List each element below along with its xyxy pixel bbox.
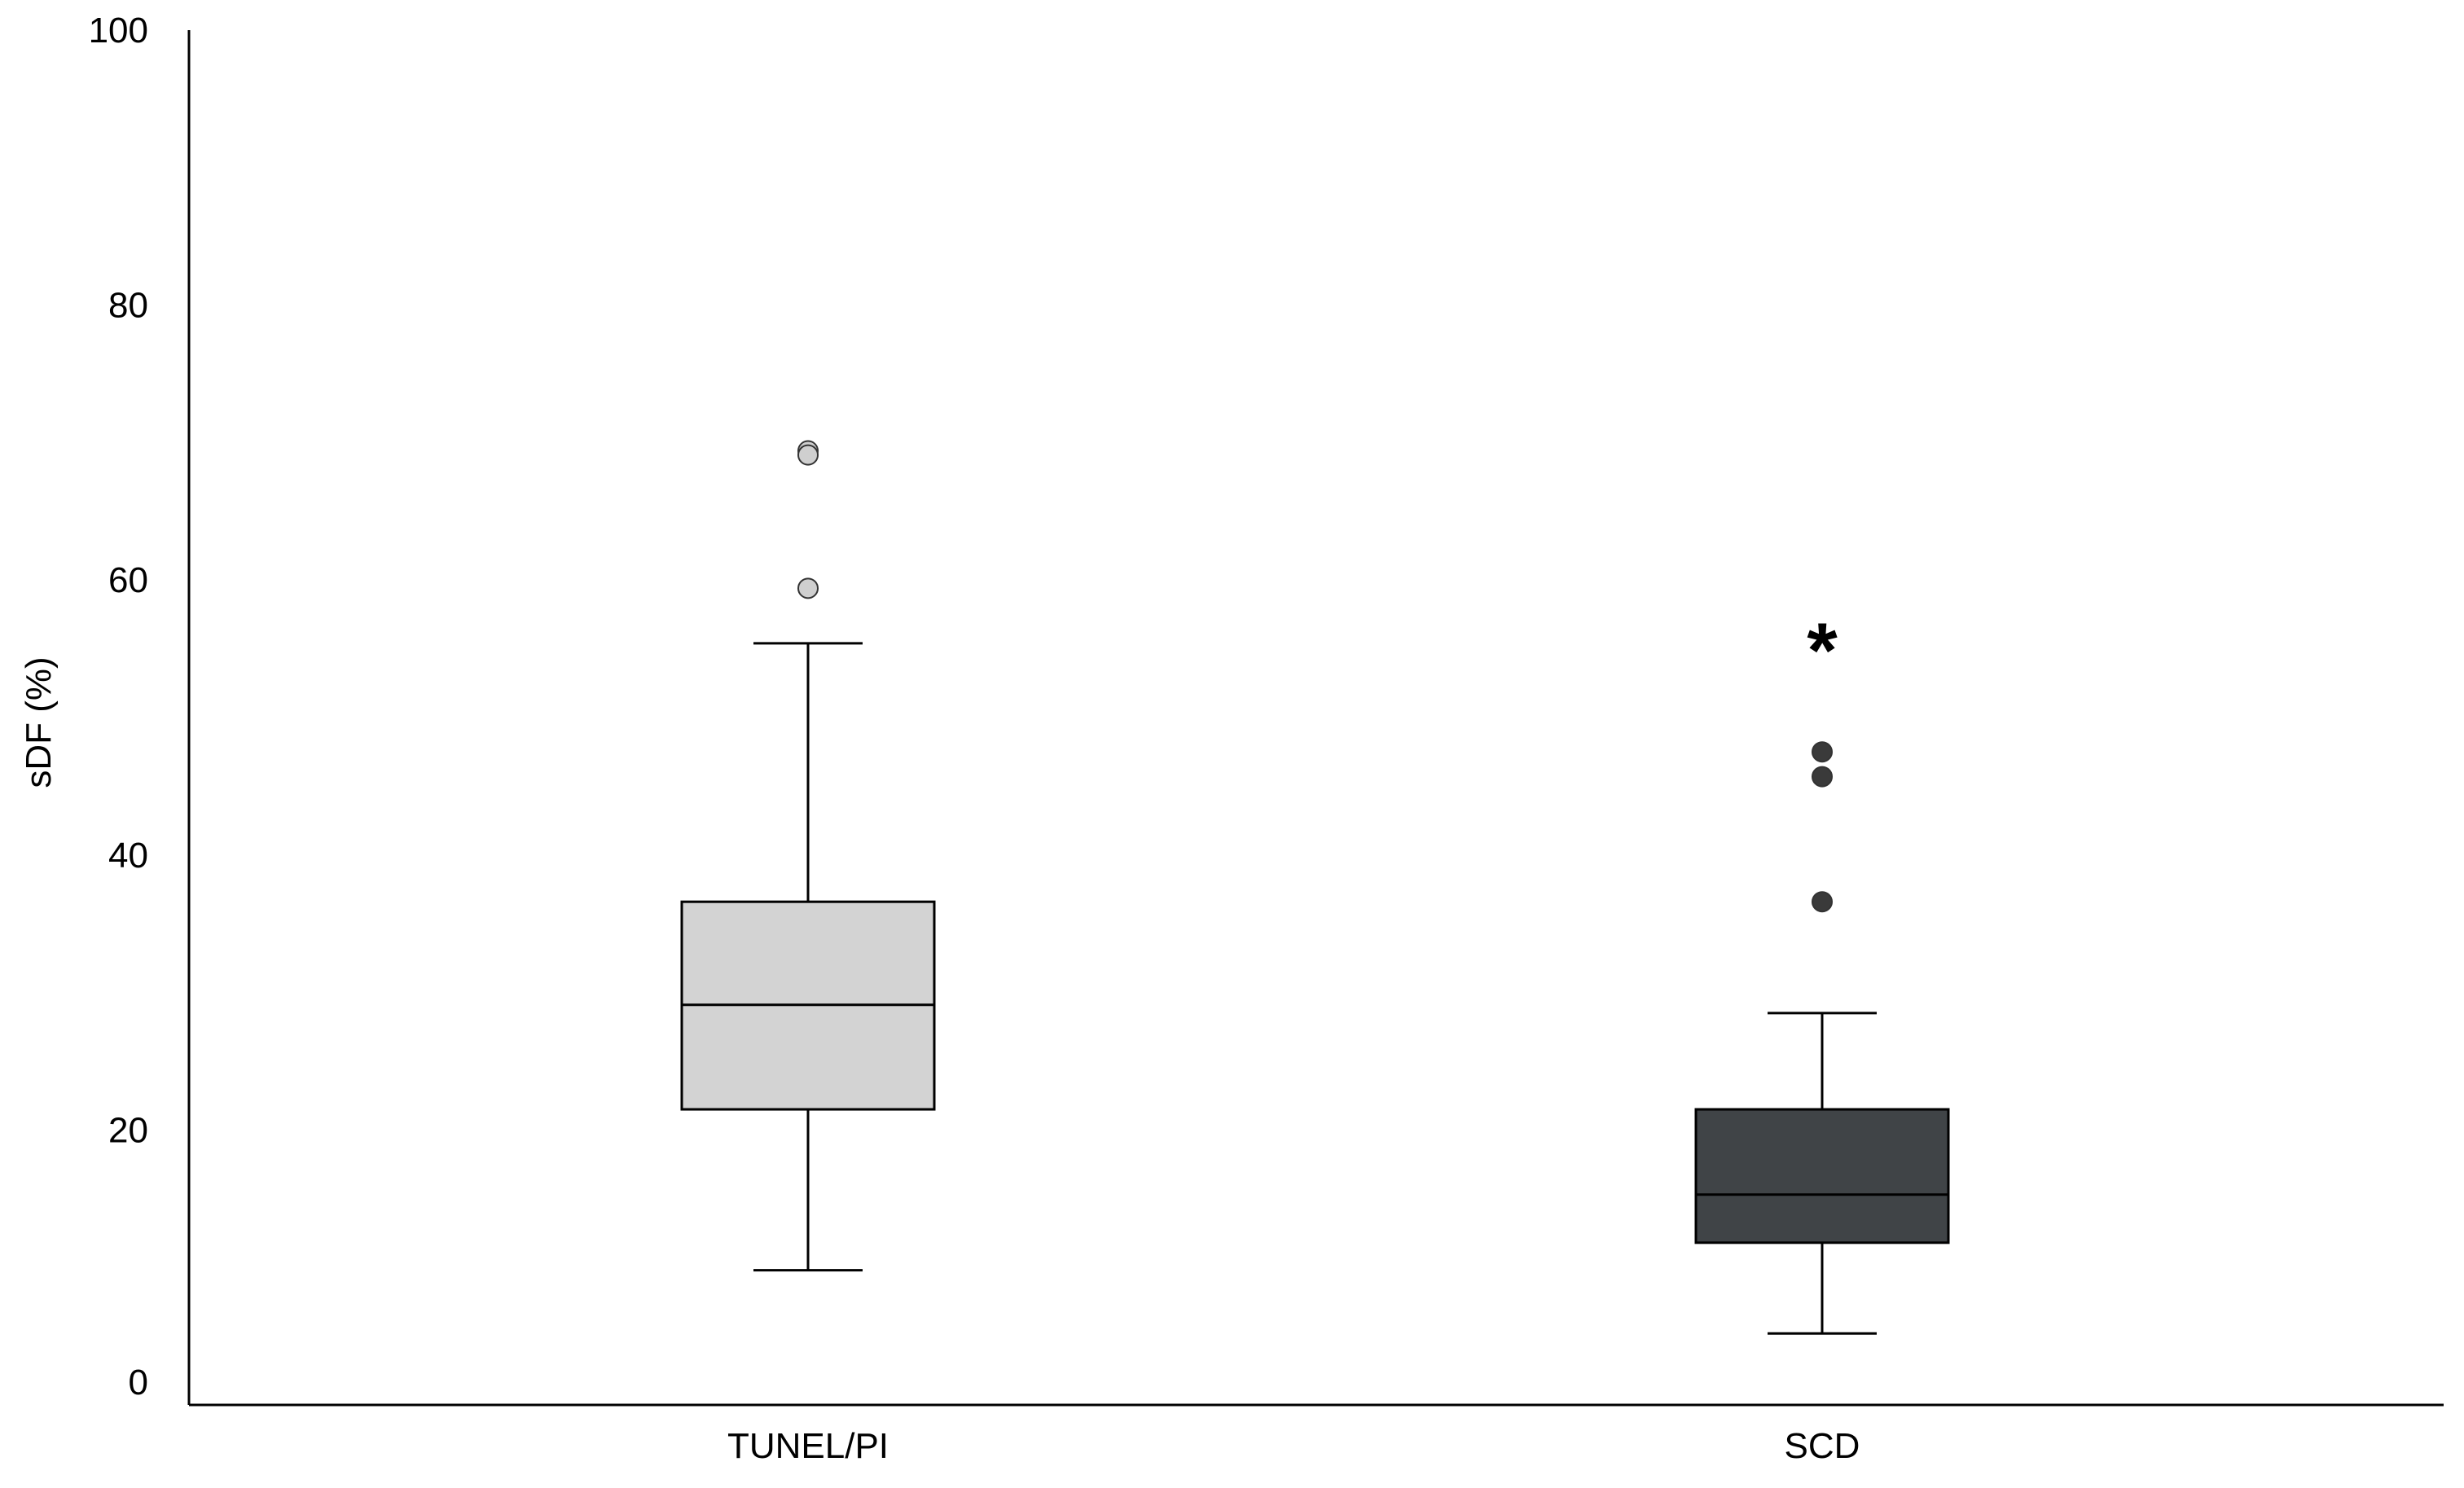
outlier-point [1812,741,1833,763]
extreme-marker: * [1807,607,1838,694]
outlier-point [1812,891,1833,913]
outlier-point [797,577,819,599]
x-tick-label: SCD [1785,1426,1860,1466]
y-tick-label: 80 [108,286,148,326]
y-tick-label: 60 [108,560,148,600]
x-tick-label: TUNEL/PI [727,1426,889,1466]
y-tick-label: 100 [89,11,148,50]
iqr-box [1694,1108,1950,1244]
y-axis-title: sDF (%) [19,656,59,788]
box-0 [680,440,936,1272]
y-tick-label: 0 [129,1363,148,1402]
box-1: * [1694,607,1950,1335]
outlier-point [1812,766,1833,788]
y-tick-label: 40 [108,836,148,876]
y-tick-label: 20 [108,1110,148,1150]
axes: 0 20 40 60 80 100 TUNEL/PI SCD [89,11,2444,1466]
outlier-point [797,444,819,466]
boxes: * [680,440,1950,1335]
